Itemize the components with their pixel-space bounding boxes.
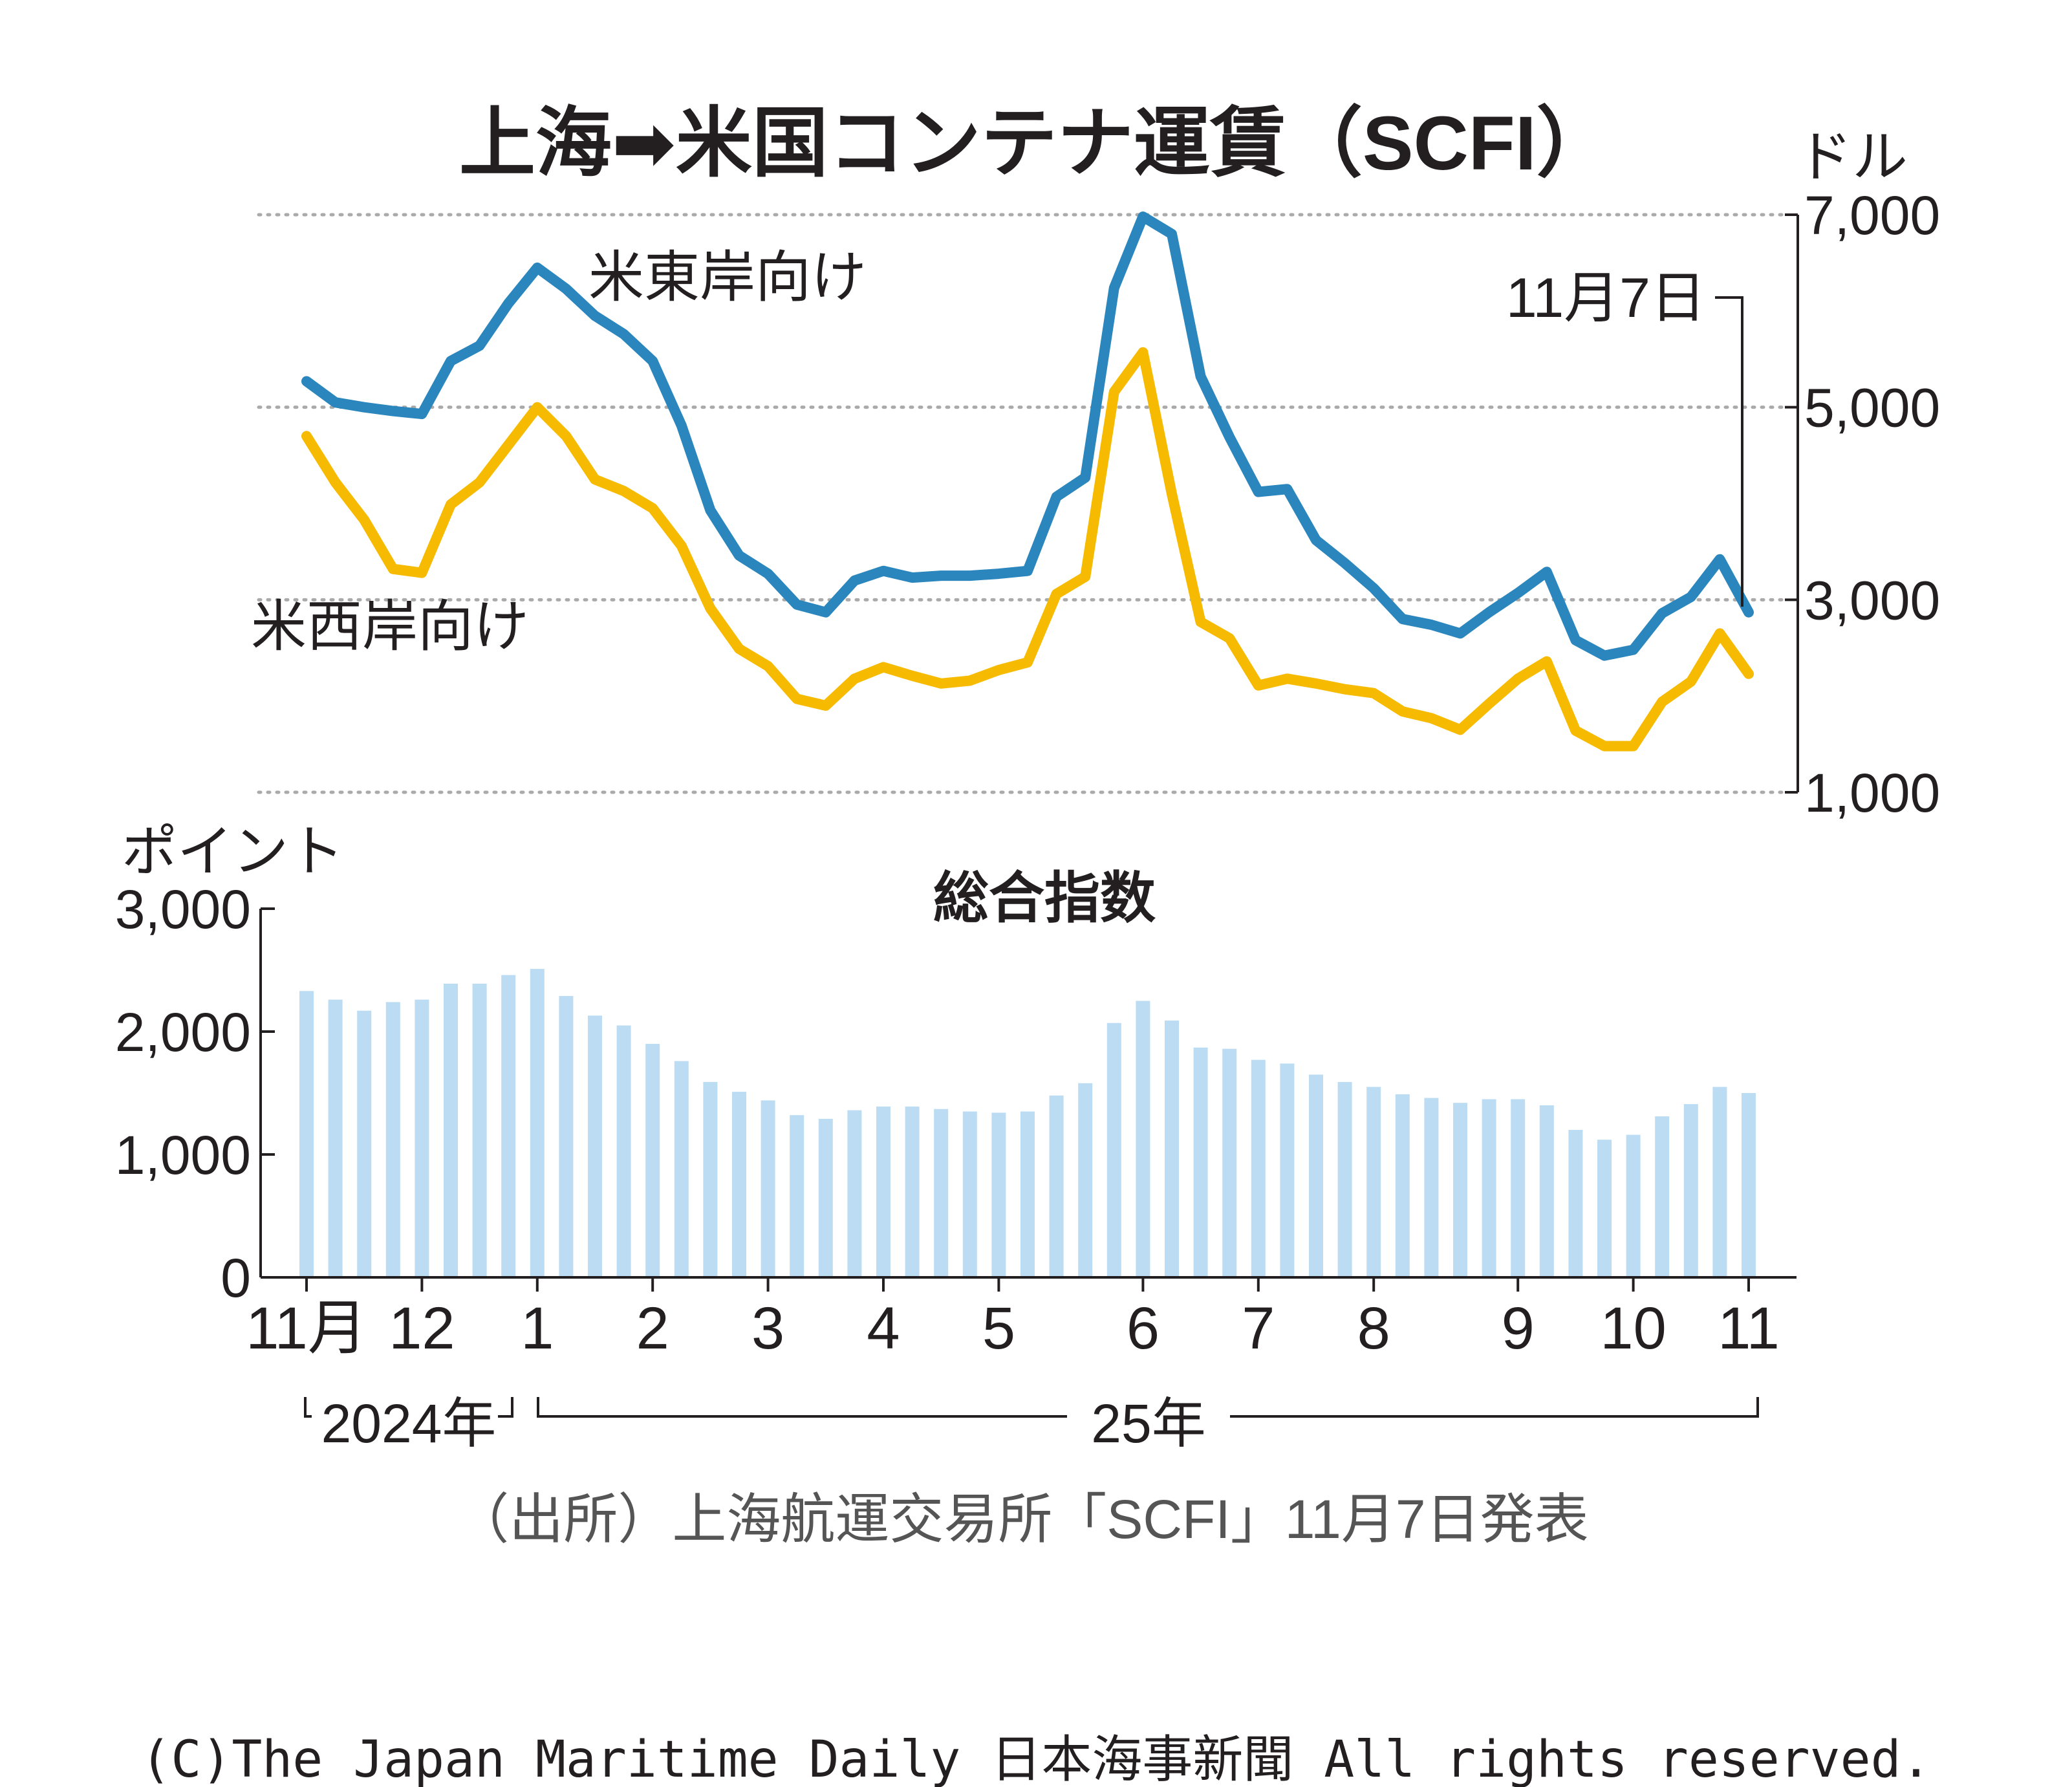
east-series-label: 米東岸向け [588,246,867,309]
index-bar [1453,1103,1467,1277]
index-bar [1193,1047,1208,1277]
index-bar [1712,1087,1727,1277]
index-bar [818,1118,833,1277]
top-y-tick-label: 5,000 [1804,378,1940,439]
index-bar [530,969,545,1277]
index-bar [1395,1094,1410,1277]
index-bar [1683,1104,1698,1277]
index-bar [415,999,429,1277]
bottom-y-tick-label: 0 [221,1248,251,1308]
x-tick-label: 1 [521,1295,554,1361]
bottom-y-tick-label: 2,000 [115,1002,251,1063]
index-bar [616,1025,631,1277]
index-bar [1597,1140,1612,1277]
x-tick-label: 11 [1718,1295,1780,1361]
top-y-tick-label: 7,000 [1804,185,1940,246]
index-bar [1424,1098,1439,1277]
index-bar [1539,1105,1554,1277]
x-tick-label: 3 [751,1295,784,1361]
year-label-2024: 2024年 [321,1393,497,1454]
bottom-y-unit: ポイント [122,821,344,883]
year-bracket-2025 [537,1397,1759,1418]
index-bar [501,975,516,1277]
top-y-unit: ドル [1797,126,1908,188]
index-bar [645,1044,660,1277]
index-bar [732,1092,746,1277]
index-bar [1251,1059,1266,1277]
index-bar [876,1106,890,1277]
bottom-y-tick-label: 1,000 [115,1125,251,1186]
index-bar [1049,1095,1064,1277]
index-bar [674,1061,689,1277]
index-bar [1655,1116,1670,1277]
index-bar [1482,1099,1496,1277]
index-bar [1078,1083,1093,1277]
source-note: （出所）上海航運交易所「SCFI」11月7日発表 [455,1489,1588,1550]
x-tick-label: 8 [1357,1295,1390,1361]
index-bar [1337,1081,1352,1277]
index-bar [328,999,343,1277]
index-bar [472,983,487,1277]
east-coast-line [301,211,1754,661]
x-tick-label: 12 [389,1295,455,1361]
index-bar [588,1015,602,1277]
index-bar [1222,1048,1237,1277]
index-bar [357,1010,372,1277]
bottom-chart-title: 総合指数 [933,867,1156,929]
year-label-2025: 25年 [1091,1393,1205,1454]
index-bar [1165,1020,1179,1277]
west-coast-line [301,347,1754,752]
x-tick-label: 9 [1502,1295,1535,1361]
x-tick-label: 4 [867,1295,900,1361]
top-series [301,211,1754,752]
index-bar [934,1109,949,1277]
chart-title: 上海➡米国コンテナ運賃（SCFI） [459,101,1613,186]
date-annotation-leader [1715,296,1743,607]
index-bar [847,1110,862,1277]
x-tick-label: 10 [1600,1295,1666,1361]
index-bar [1366,1087,1381,1277]
index-bar [559,995,574,1277]
index-bar [905,1106,920,1277]
bottom-bars [299,969,1756,1277]
west-series-label: 米西岸向け [251,596,529,658]
index-bar [385,1002,400,1277]
index-bar [761,1100,775,1277]
x-tick-label: 7 [1242,1295,1275,1361]
index-bar [1309,1074,1323,1277]
date-annotation: 11月7日 [1506,267,1706,329]
index-bar [1280,1063,1295,1277]
copyright-notice: (C)The Japan Maritime Daily 日本海事新聞 All r… [140,1731,1931,1787]
x-tick-label: 6 [1127,1295,1160,1361]
year-bracket-2024 [304,1397,513,1418]
top-y-axis: 1,000 3,000 5,000 7,000 [1785,185,1940,823]
index-bar [444,983,458,1277]
index-bar [790,1115,804,1277]
index-bar [1626,1134,1641,1277]
index-bar [1136,1001,1150,1277]
index-bar [991,1112,1006,1277]
top-y-tick-label: 3,000 [1804,570,1940,631]
x-tick-label: 2 [636,1295,669,1361]
top-gridlines [257,213,1790,794]
index-bar [1568,1130,1583,1277]
index-bar [1106,1023,1121,1277]
index-bar [703,1081,718,1277]
x-tick-label: 5 [982,1295,1015,1361]
bottom-y-tick-label: 3,000 [115,879,251,940]
top-y-tick-label: 1,000 [1804,763,1940,823]
index-bar [1511,1099,1526,1277]
index-bar [962,1111,977,1277]
index-bar [299,991,314,1277]
index-bar [1742,1093,1756,1277]
x-tick-label: 11月 [246,1295,367,1361]
index-bar [1020,1111,1035,1277]
